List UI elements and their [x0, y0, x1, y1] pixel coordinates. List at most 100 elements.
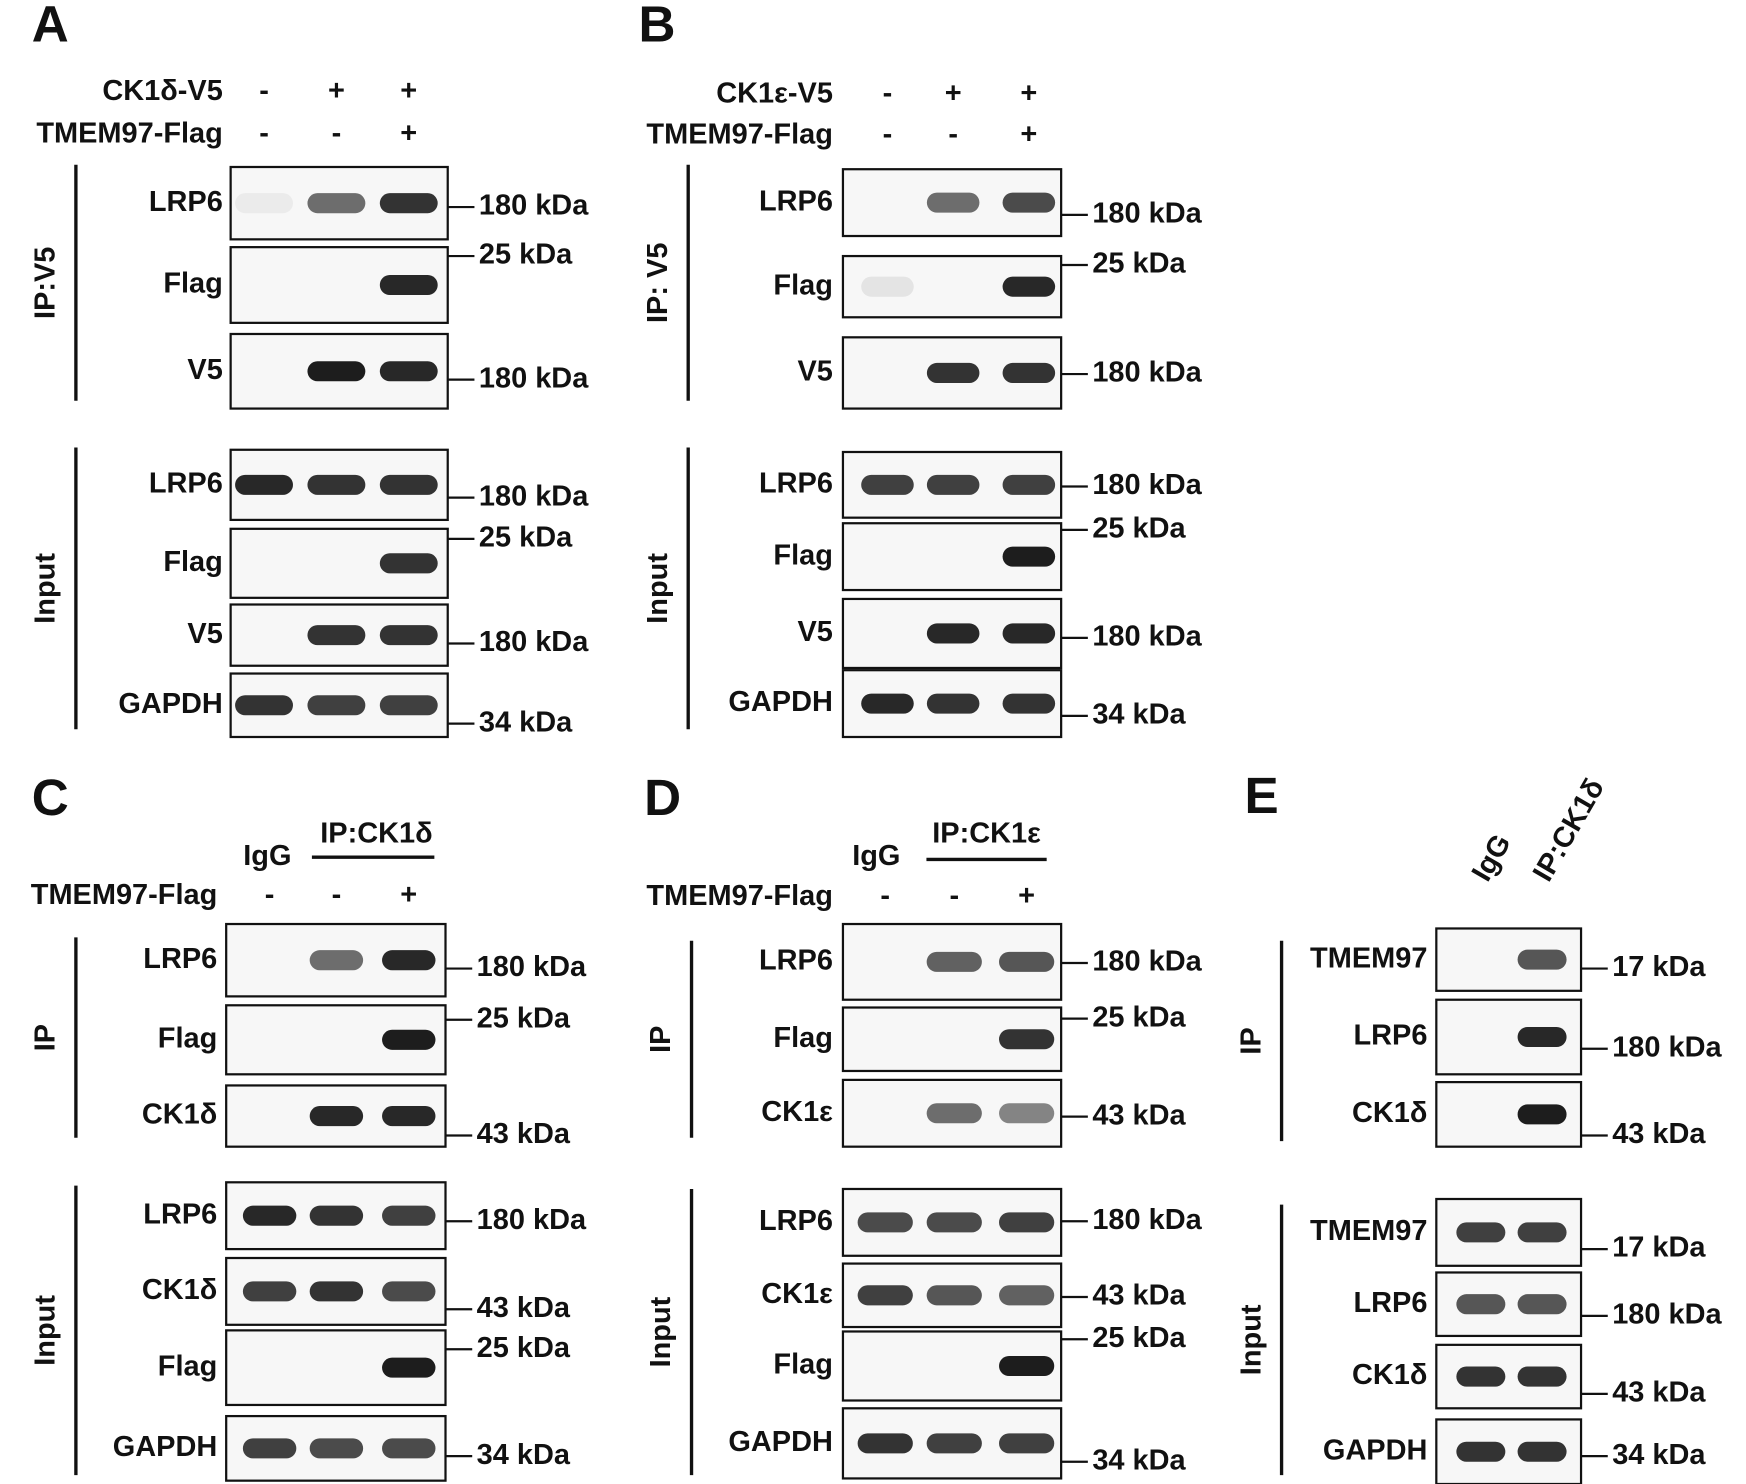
blot-label: GAPDH [113, 1431, 218, 1463]
band [307, 695, 366, 716]
band [307, 361, 366, 382]
band [926, 1212, 982, 1233]
band [926, 951, 982, 972]
condition-sign: - [949, 880, 959, 912]
band [999, 1103, 1055, 1124]
band [857, 1212, 913, 1233]
marker-label: 180 kDa [1612, 1031, 1722, 1063]
blot-label: V5 [798, 356, 833, 388]
marker-label: 25 kDa [1092, 513, 1186, 545]
condition-sign: - [259, 117, 269, 149]
group-label: Input [1235, 1304, 1267, 1375]
band [242, 1281, 297, 1302]
band [926, 1103, 982, 1124]
band [307, 193, 366, 214]
condition-sign: - [332, 117, 342, 149]
blot-label: CK1δ [142, 1099, 217, 1131]
band [1517, 1222, 1567, 1243]
ip-header: IP:CK1δ [320, 818, 432, 850]
blot-label: LRP6 [149, 467, 223, 499]
group-label: Input [30, 553, 62, 624]
ip-header: IP:CK1δ [1527, 773, 1611, 886]
band [999, 1212, 1055, 1233]
blot-label: LRP6 [759, 1205, 833, 1237]
marker-label: 34 kDa [1612, 1439, 1706, 1471]
band [309, 1106, 364, 1127]
blot-label: CK1ε [761, 1096, 833, 1128]
band [999, 1355, 1055, 1377]
band [1517, 1441, 1567, 1462]
condition-sign: + [328, 75, 345, 107]
blot-label: Flag [158, 1350, 218, 1382]
band [382, 1357, 436, 1378]
condition-sign: + [1020, 118, 1037, 150]
marker-label: 34 kDa [1092, 698, 1186, 730]
marker-label: 180 kDa [477, 1204, 587, 1236]
band [307, 625, 366, 646]
igg-header: IgG [1466, 829, 1518, 887]
blot-label: Flag [163, 268, 223, 300]
condition-sign: + [400, 75, 417, 107]
igg-header: IgG [243, 840, 291, 872]
band [379, 553, 438, 574]
group-label: Input [30, 1295, 62, 1366]
blot-label: Flag [158, 1022, 218, 1054]
band [1456, 1294, 1506, 1315]
band [1517, 949, 1567, 970]
blot-label: GAPDH [1323, 1434, 1428, 1466]
blot-label: GAPDH [118, 688, 223, 720]
band [382, 1438, 436, 1459]
marker-label: 43 kDa [1612, 1376, 1706, 1408]
condition-sign: - [332, 879, 342, 911]
blot-label: V5 [187, 354, 222, 386]
marker-label: 17 kDa [1612, 951, 1706, 983]
band [242, 1205, 297, 1226]
panel-letter: B [639, 0, 676, 52]
condition-label: TMEM97-Flag [646, 118, 833, 150]
band [235, 193, 293, 214]
blot-label: Flag [773, 1349, 833, 1381]
marker-label: 25 kDa [477, 1002, 571, 1034]
marker-label: 180 kDa [1092, 357, 1202, 389]
blot-label: LRP6 [149, 186, 223, 218]
condition-sign: - [265, 879, 275, 911]
blot-label: Flag [773, 1022, 833, 1054]
condition-label: CK1ε-V5 [716, 77, 833, 109]
band [926, 362, 980, 383]
blot-label: TMEM97 [1310, 942, 1427, 974]
band [1002, 276, 1056, 297]
marker-label: 180 kDa [1092, 946, 1202, 978]
blot-label: CK1δ [1352, 1359, 1427, 1391]
condition-label: TMEM97-Flag [36, 117, 223, 149]
band [1002, 362, 1056, 383]
condition-label: TMEM97-Flag [31, 879, 218, 911]
band [999, 951, 1055, 972]
marker-label: 25 kDa [477, 1332, 571, 1364]
marker-label: 180 kDa [1612, 1299, 1722, 1331]
group-label: IP [645, 1026, 677, 1053]
marker-label: 25 kDa [1092, 1322, 1186, 1354]
panel-letter: C [32, 769, 69, 826]
marker-label: 25 kDa [479, 521, 573, 553]
group-label: IP [1235, 1027, 1267, 1054]
group-label: IP [30, 1024, 62, 1051]
marker-label: 34 kDa [479, 706, 573, 738]
condition-sign: + [1020, 77, 1037, 109]
band [1002, 474, 1056, 495]
band [1002, 623, 1056, 644]
condition-sign: + [400, 879, 417, 911]
band [1456, 1441, 1506, 1462]
band [1517, 1294, 1567, 1315]
band [382, 1029, 436, 1050]
marker-label: 180 kDa [477, 951, 587, 983]
blot-label: GAPDH [728, 1426, 833, 1458]
condition-sign: - [883, 77, 893, 109]
band [379, 361, 438, 382]
group-label: Input [642, 553, 674, 624]
band [235, 695, 293, 716]
band [379, 474, 438, 495]
band [857, 1285, 913, 1306]
band [309, 1281, 364, 1302]
marker-label: 43 kDa [1612, 1118, 1706, 1150]
